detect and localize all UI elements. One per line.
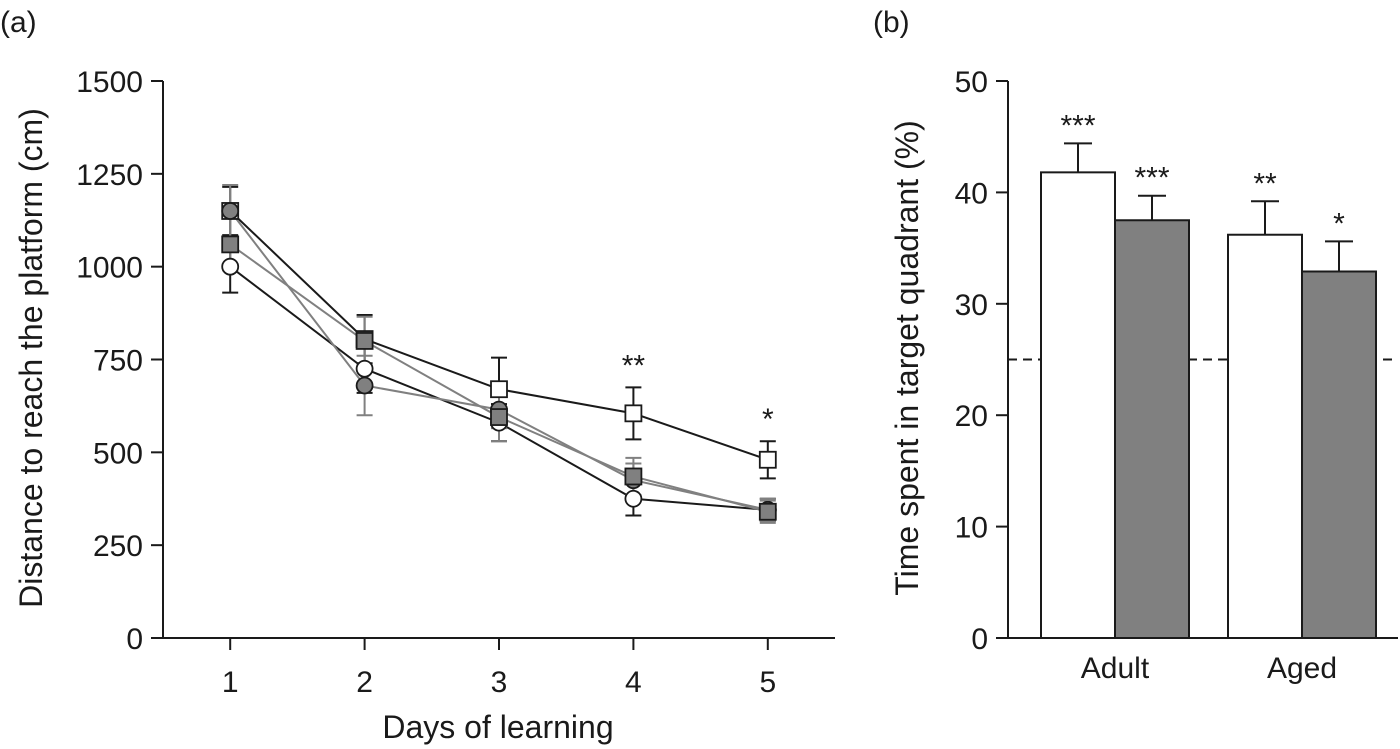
bar: [1227, 233, 1303, 639]
panel-b-label: (b): [873, 6, 910, 39]
y-tick-label: 1000: [76, 252, 143, 285]
significance-label: ***: [1134, 162, 1169, 195]
significance-label: ***: [1060, 109, 1095, 142]
panel-a-axes: 0 250 500 750 1000 1250 1500 1 2 3 4 5: [76, 66, 835, 699]
x-tick-label: 5: [759, 666, 776, 699]
data-point-filled-circle: [355, 376, 374, 395]
y-tick-label: 250: [93, 530, 143, 563]
y-tick-label: 1500: [76, 66, 143, 99]
y-tick-label: 1250: [76, 159, 143, 192]
x-tick-label: 2: [356, 666, 373, 699]
data-point-filled-square: [221, 235, 240, 254]
y-tick-label: 0: [126, 623, 143, 656]
data-point-filled-square: [624, 467, 643, 486]
data-point-filled-circle: [221, 202, 240, 220]
y-tick-label: 50: [955, 66, 988, 99]
panel-b-axes: 0 10 20 30 40 50 Adult Aged: [955, 66, 1398, 685]
significance-label: **: [1253, 167, 1277, 200]
y-tick-label: 500: [93, 437, 143, 470]
significance-label: *: [762, 403, 774, 436]
data-point-filled-square: [355, 332, 374, 350]
bar: [1114, 219, 1190, 639]
panel-a-y-axis-title: Distance to reach the platform (cm): [13, 108, 49, 608]
data-point-filled-square: [758, 502, 777, 521]
significance-label: **: [622, 349, 646, 382]
data-point-open-square: [624, 404, 643, 423]
data-point-open-circle: [355, 359, 374, 378]
data-point-open-circle: [221, 257, 240, 276]
x-tick-label: 4: [625, 666, 642, 699]
x-tick-label: 3: [491, 666, 508, 699]
significance-label: *: [1333, 207, 1345, 240]
panel-b-data-marks: ****** ***: [1040, 109, 1377, 640]
y-tick-label: 40: [955, 177, 988, 210]
bar: [1301, 270, 1377, 639]
panel-a-x-axis-title: Days of learning: [382, 709, 613, 745]
data-point-filled-square: [490, 408, 508, 426]
y-tick-label: 20: [955, 400, 988, 433]
bar: [1040, 171, 1116, 640]
x-tick-label: 1: [222, 666, 239, 699]
y-tick-label: 750: [93, 345, 143, 378]
y-tick-label: 10: [955, 512, 988, 545]
y-tick-label: 0: [971, 623, 988, 656]
y-tick-label: 30: [955, 289, 988, 322]
category-label: Aged: [1267, 652, 1337, 685]
data-point-open-circle: [624, 489, 643, 508]
panel-a-label: (a): [0, 6, 37, 39]
data-point-open-square: [758, 450, 777, 469]
category-label: Adult: [1081, 652, 1150, 685]
panel-b-bar-chart: (b) Time spent in target quadrant (%) 0 1…: [873, 6, 1398, 685]
panel-a-line-chart: (a) Distance to reach the platform (cm) …: [0, 6, 835, 745]
data-point-open-square: [490, 380, 508, 399]
panel-b-y-axis-title: Time spent in target quadrant (%): [889, 120, 925, 595]
panel-a-data-marks: ***: [221, 183, 777, 524]
